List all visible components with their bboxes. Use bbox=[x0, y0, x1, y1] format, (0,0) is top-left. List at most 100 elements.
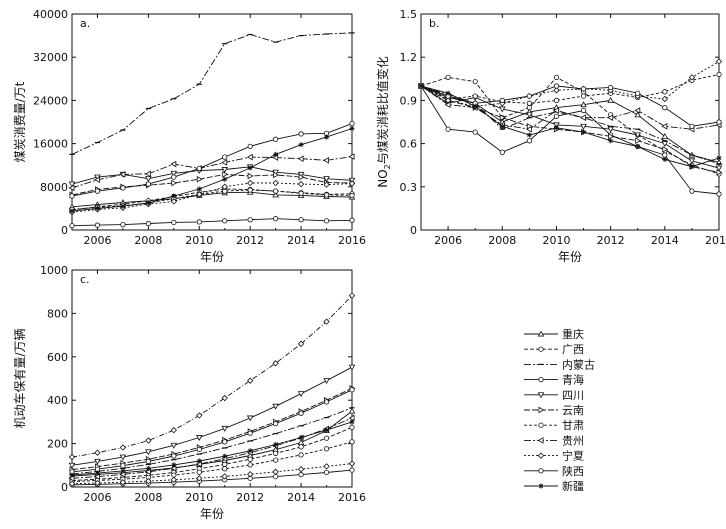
data-point bbox=[68, 184, 75, 192]
data-point bbox=[120, 221, 126, 228]
y-tick-label: 1.2 bbox=[400, 51, 418, 64]
y-tick-label: 24000 bbox=[33, 94, 68, 107]
data-point bbox=[247, 448, 253, 454]
data-point bbox=[69, 208, 75, 214]
panel-label: a. bbox=[80, 17, 90, 30]
legend-label: 云南 bbox=[562, 404, 584, 417]
data-point bbox=[273, 188, 279, 194]
data-point bbox=[247, 377, 254, 384]
legend-label: 广西 bbox=[562, 343, 584, 356]
series-line bbox=[71, 191, 353, 208]
legend-label: 内蒙古 bbox=[562, 357, 595, 371]
data-point bbox=[297, 180, 305, 188]
data-point bbox=[323, 134, 330, 140]
data-point bbox=[272, 403, 279, 410]
data-point bbox=[689, 164, 695, 170]
data-point bbox=[222, 453, 228, 459]
x-tick-label: 2006 bbox=[83, 491, 111, 504]
data-point bbox=[171, 462, 177, 468]
data-point bbox=[272, 179, 279, 187]
data-point bbox=[635, 137, 642, 144]
data-point bbox=[716, 169, 723, 176]
legend-label: 重庆 bbox=[562, 327, 584, 341]
data-point bbox=[221, 167, 229, 173]
x-tick-label: 2008 bbox=[134, 234, 162, 247]
data-point bbox=[145, 437, 152, 444]
data-point bbox=[607, 96, 614, 103]
data-point bbox=[298, 434, 304, 441]
data-point bbox=[171, 453, 177, 459]
data-point bbox=[526, 104, 532, 111]
data-point bbox=[661, 132, 669, 139]
series-青海 bbox=[69, 216, 355, 229]
series-line bbox=[420, 74, 720, 104]
data-point bbox=[94, 176, 100, 184]
data-point bbox=[580, 107, 587, 114]
series-line bbox=[420, 61, 720, 107]
series-line bbox=[71, 469, 353, 486]
data-point bbox=[553, 125, 560, 131]
data-point bbox=[272, 468, 279, 475]
data-point bbox=[171, 174, 177, 180]
data-point bbox=[553, 74, 560, 80]
data-point bbox=[553, 122, 560, 129]
data-point bbox=[634, 111, 642, 118]
series-line bbox=[71, 387, 353, 471]
data-point bbox=[499, 114, 506, 121]
x-tick-label: 2016 bbox=[705, 234, 726, 247]
data-point bbox=[221, 183, 228, 190]
legend-item: 青海 bbox=[524, 373, 584, 387]
x-tick-label: 2014 bbox=[651, 234, 679, 247]
data-point bbox=[298, 190, 304, 196]
legend-marker bbox=[537, 392, 545, 399]
data-point bbox=[145, 200, 151, 206]
data-point bbox=[580, 86, 587, 92]
data-point bbox=[472, 129, 478, 135]
data-point bbox=[499, 149, 505, 155]
y-tick-label: 1.5 bbox=[400, 8, 418, 21]
data-point bbox=[349, 439, 355, 445]
y-tick-label: 32000 bbox=[33, 51, 68, 64]
data-point bbox=[348, 460, 356, 467]
data-point bbox=[273, 216, 279, 222]
data-point bbox=[349, 387, 355, 393]
data-point bbox=[689, 188, 695, 194]
data-point bbox=[298, 131, 304, 137]
data-point bbox=[196, 446, 202, 453]
data-point bbox=[170, 476, 177, 484]
y-tick-label: 1000 bbox=[40, 264, 68, 277]
data-point bbox=[120, 185, 126, 191]
series-line bbox=[71, 182, 353, 213]
series-line bbox=[71, 128, 353, 212]
series-贵州 bbox=[68, 414, 355, 482]
data-point bbox=[580, 101, 587, 108]
series-line bbox=[71, 366, 353, 466]
x-tick-label: 2008 bbox=[488, 234, 516, 247]
data-point bbox=[323, 157, 330, 164]
data-point bbox=[323, 176, 330, 183]
data-point bbox=[716, 155, 722, 161]
data-point bbox=[222, 176, 228, 182]
legend-label: 宁夏 bbox=[562, 449, 584, 463]
series-宁夏 bbox=[68, 179, 356, 216]
data-point bbox=[715, 165, 723, 172]
data-point bbox=[445, 90, 451, 96]
data-point bbox=[323, 463, 330, 470]
data-point bbox=[247, 143, 253, 149]
y-axis-title: 煤炭消费量/万t bbox=[13, 81, 27, 162]
data-point bbox=[634, 132, 642, 139]
data-point bbox=[196, 412, 203, 419]
data-point bbox=[171, 193, 177, 199]
data-point bbox=[499, 123, 505, 129]
data-point bbox=[349, 192, 355, 199]
series-line bbox=[71, 188, 353, 211]
data-point bbox=[662, 146, 669, 153]
data-point bbox=[94, 458, 101, 465]
data-point bbox=[69, 193, 75, 199]
legend-item: 四川 bbox=[524, 389, 584, 402]
y-tick-label: 8000 bbox=[40, 181, 68, 194]
data-point bbox=[418, 83, 424, 89]
legend-label: 四川 bbox=[562, 389, 584, 402]
plot-frame bbox=[71, 13, 353, 231]
